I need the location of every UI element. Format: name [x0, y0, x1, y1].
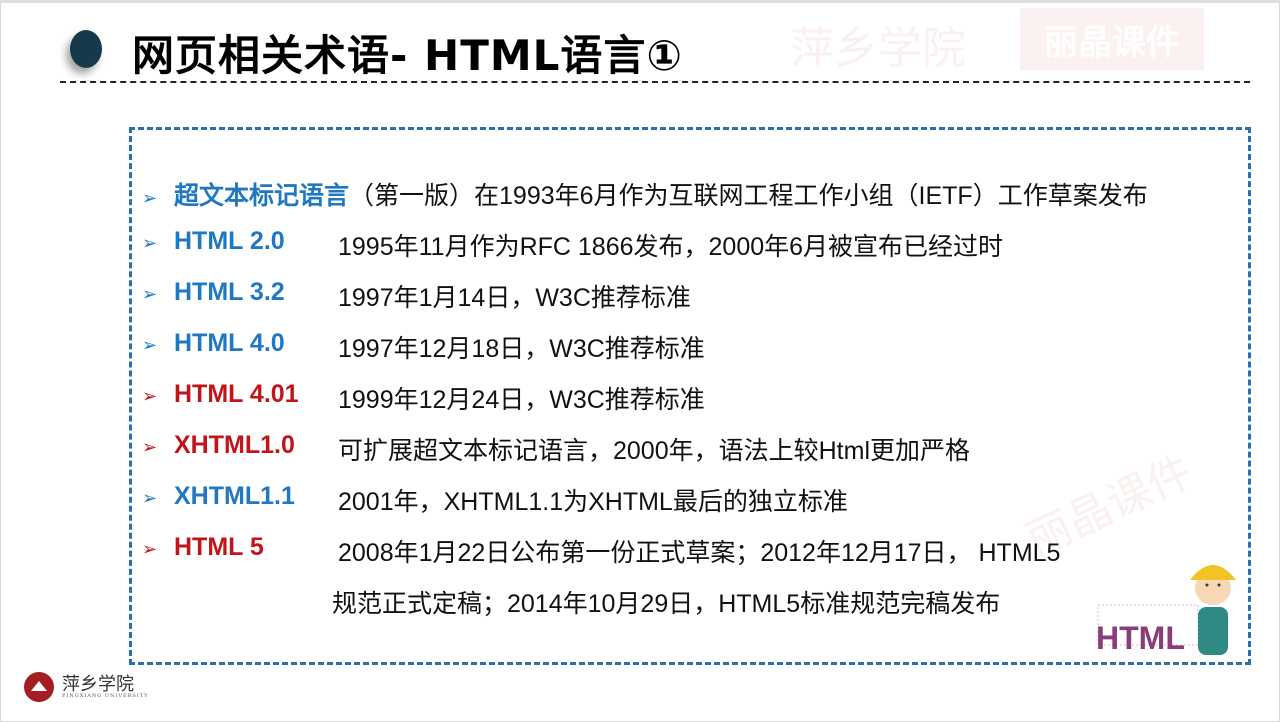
- item-desc: 可扩展超文本标记语言，2000年，语法上较Html更加严格: [338, 437, 970, 465]
- list-item: ➢ HTML 2.0 1995年11月作为RFC 1866发布，2000年6月被宣布…: [142, 227, 1003, 261]
- item-desc: （第一版）在1993年6月作为互联网工程工作小组（IETF）工作草案发布: [349, 182, 1148, 210]
- arrow-right-icon: ➢: [142, 284, 158, 304]
- list-item: ➢ HTML 5 2008年1月22日公布第一份正式草案；2012年12月17日， …: [142, 533, 1060, 567]
- arrow-right-icon: ➢: [142, 233, 158, 253]
- watermark-brand: 丽晶课件: [1020, 8, 1204, 70]
- item-desc: 1997年12月18日，W3C推荐标准: [338, 335, 705, 363]
- item-desc: 2008年1月22日公布第一份正式草案；2012年12月17日， HTML5: [338, 539, 1061, 567]
- university-seal-icon: [24, 672, 54, 702]
- logo-name: 萍乡学院: [62, 673, 134, 695]
- item-label: HTML 3.2: [174, 278, 285, 306]
- worker-mascot-icon: [1097, 565, 1236, 655]
- item-desc-2: 规范正式定稿；2014年10月29日，HTML5标准规范完稿发布: [332, 590, 1001, 618]
- item-desc: 1997年1月14日，W3C推荐标准: [338, 284, 691, 312]
- mascot-label: HTML: [1096, 620, 1185, 656]
- list-item: ➢ XHTML1.1 2001年，XHTML1.1为XHTML最后的独立标准: [142, 482, 848, 516]
- list-item: ➢ HTML 4.01 1999年12月24日，W3C推荐标准: [142, 380, 705, 414]
- list-item: ➢ XHTML1.0 可扩展超文本标记语言，2000年，语法上较Html更加严格: [142, 431, 970, 465]
- university-logo: 萍乡学院 PINGXIANG UNIVERSITY: [24, 672, 148, 702]
- arrow-right-icon: ➢: [142, 488, 158, 508]
- list-item: ➢ HTML 3.2 1997年1月14日，W3C推荐标准: [142, 278, 691, 312]
- list-item: ➢ HTML 4.0 1997年12月18日，W3C推荐标准: [142, 329, 705, 363]
- arrow-right-icon: ➢: [142, 335, 158, 355]
- item-label: HTML 5: [174, 533, 264, 561]
- list-item-continuation: 规范正式定稿；2014年10月29日，HTML5标准规范完稿发布: [332, 584, 1000, 620]
- content-frame: [129, 127, 1251, 665]
- title-bullet: [70, 30, 102, 68]
- item-desc: 1995年11月作为RFC 1866发布，2000年6月被宣布已经过时: [338, 233, 1004, 261]
- item-label: XHTML1.0: [174, 431, 295, 459]
- arrow-right-icon: ➢: [142, 386, 158, 406]
- logo-sub: PINGXIANG UNIVERSITY: [62, 692, 149, 699]
- item-label: HTML 4.01: [174, 380, 299, 408]
- watermark-school: 萍乡学院: [790, 23, 966, 74]
- title-divider: [60, 81, 1250, 83]
- arrow-right-icon: ➢: [142, 437, 158, 457]
- item-label: HTML 4.0: [174, 329, 285, 357]
- item-desc: 1999年12月24日，W3C推荐标准: [338, 386, 705, 414]
- list-item: ➢ 超文本标记语言 （第一版）在1993年6月作为互联网工程工作小组（IETF）工作…: [142, 176, 1148, 212]
- item-label: 超文本标记语言: [174, 182, 350, 210]
- arrow-right-icon: ➢: [142, 188, 158, 208]
- item-label: HTML 2.0: [174, 227, 285, 255]
- page-title: 网页相关术语- HTML语言①: [132, 31, 683, 80]
- item-label: XHTML1.1: [174, 482, 295, 510]
- arrow-right-icon: ➢: [142, 539, 158, 559]
- item-desc: 2001年，XHTML1.1为XHTML最后的独立标准: [338, 488, 848, 516]
